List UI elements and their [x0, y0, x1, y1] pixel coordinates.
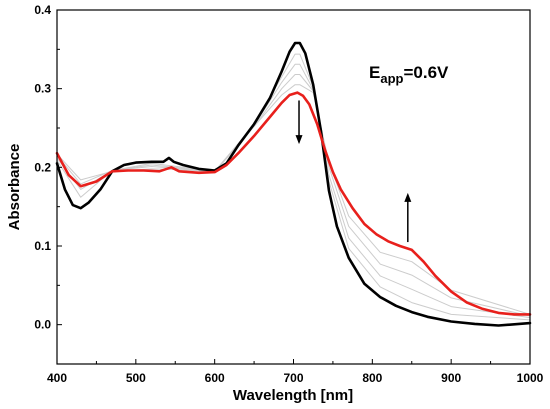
plot-frame [56, 9, 531, 365]
x-axis-title: Wavelength [nm] [233, 387, 353, 404]
x-tick-label: 800 [362, 371, 382, 385]
x-tick-label: 400 [47, 371, 67, 385]
x-tick-label: 700 [283, 371, 303, 385]
series-line-final-5 [55, 91, 532, 316]
series-line-intermediate-3 [56, 74, 531, 317]
annotation-subscript: app [380, 71, 403, 86]
series-line-intermediate-4 [56, 84, 531, 315]
arrow-down-head [295, 135, 303, 145]
y-axis-title: Absorbance [6, 144, 23, 231]
y-tick-label: 0.3 [34, 82, 51, 96]
y-tick-label: 0.2 [34, 160, 51, 174]
x-tick-label: 500 [126, 371, 146, 385]
y-tick-label: 0.1 [34, 239, 51, 253]
x-tick-label: 900 [441, 371, 461, 385]
series-layer [55, 41, 532, 327]
potential-annotation: Eapp=0.6V [369, 63, 449, 86]
arrow-up-head [404, 192, 412, 202]
series-line-initial-0 [55, 41, 532, 327]
ticks-layer: 400 500 600 700 800 900 1000 0.0 0.1 0.2 0.3 0.4 [34, 3, 543, 385]
annotation-main: E [369, 63, 380, 82]
series-line-intermediate-2 [56, 63, 531, 319]
x-tick-label: 600 [205, 371, 225, 385]
series-line-intermediate-1 [56, 53, 531, 321]
arrows-layer [295, 100, 412, 243]
y-tick-label: 0.0 [34, 318, 51, 332]
x-tick-label: 1000 [517, 371, 544, 385]
y-tick-label: 0.4 [34, 3, 51, 17]
annotation-tail: =0.6V [403, 63, 449, 82]
